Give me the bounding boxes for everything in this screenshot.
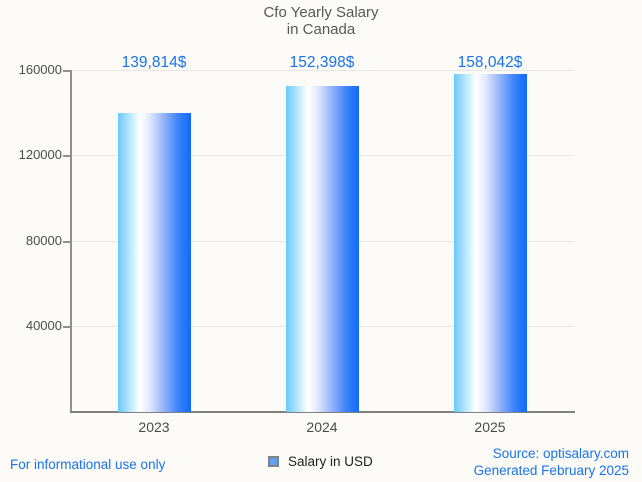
y-axis-line [70, 70, 72, 412]
chart-title: Cfo Yearly Salary in Canada [0, 4, 642, 38]
salary-bar[interactable] [453, 74, 527, 412]
y-axis-tick-label: 160000 [18, 62, 62, 77]
y-axis-tick-label: 80000 [25, 232, 62, 248]
x-axis-category-label: 2023 [138, 419, 170, 435]
x-axis-category-label: 2024 [306, 419, 338, 435]
bar-value-label: 152,398$ [289, 54, 355, 71]
disclaimer-text: For informational use only [10, 457, 166, 472]
source-line: Source: optisalary.com [492, 446, 629, 461]
y-axis-tick-label: 120000 [18, 147, 62, 163]
x-axis-category-label: 2025 [474, 419, 506, 435]
legend-marker-icon [268, 456, 279, 467]
chart-legend: Salary in USD [268, 454, 373, 469]
y-axis-tick [63, 155, 70, 158]
y-axis-tick [63, 240, 70, 243]
x-axis-line [70, 411, 575, 413]
salary-bar[interactable] [117, 113, 191, 412]
gridline [70, 70, 574, 71]
legend-label: Salary in USD [288, 454, 373, 469]
chart-title-line1: Cfo Yearly Salary [263, 4, 379, 21]
y-axis-tick [63, 70, 70, 72]
y-axis-tick-label: 40000 [25, 317, 62, 333]
y-axis-tick [63, 325, 70, 328]
generated-line: Generated February 2025 [473, 463, 629, 478]
bar-value-label: 158,042$ [457, 54, 523, 71]
bar-value-label: 139,814$ [121, 54, 187, 71]
salary-bar[interactable] [285, 86, 359, 412]
source-attribution: Source: optisalary.com Generated Februar… [474, 445, 629, 479]
chart-title-line2: in Canada [286, 21, 356, 38]
